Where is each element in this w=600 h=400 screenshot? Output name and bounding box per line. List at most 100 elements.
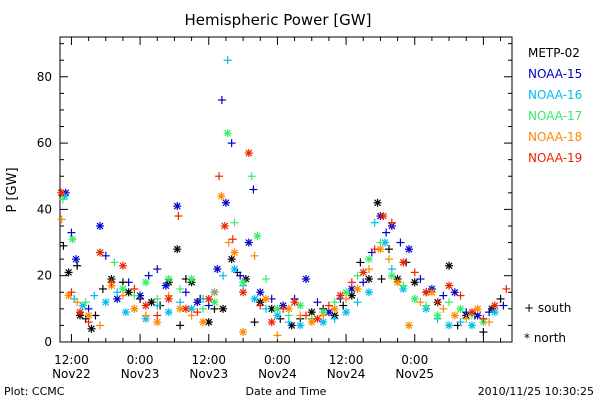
point-noaa-17-north (68, 235, 77, 244)
point-noaa-15-north (450, 288, 459, 297)
marker-stroke (336, 292, 344, 300)
point-noaa-19-north (57, 188, 66, 197)
point-noaa-15-north (72, 255, 81, 264)
y-axis-label: P [GW] (5, 167, 20, 212)
point-noaa-16-north (296, 321, 305, 330)
point-noaa-16-south (223, 56, 232, 65)
marker-stroke (65, 268, 73, 276)
point-noaa-15-south (124, 278, 133, 287)
point-noaa-18-south (250, 251, 259, 260)
marker-stroke (165, 295, 173, 303)
marker-stroke (165, 308, 173, 316)
point-noaa-19-north (379, 212, 388, 221)
point-noaa-18-north (405, 321, 414, 330)
point-noaa-19-north (267, 318, 276, 327)
marker-stroke (376, 245, 384, 253)
point-noaa-19-south (130, 284, 139, 293)
point-noaa-15-north (213, 265, 222, 274)
point-noaa-16-north (164, 308, 173, 317)
point-noaa-19-south (302, 311, 311, 320)
point-metp-02-north (173, 245, 182, 254)
point-metp-02-north (64, 268, 73, 277)
marker-stroke (354, 285, 361, 293)
point-noaa-16-north (101, 298, 110, 307)
marker-stroke (102, 298, 110, 306)
x-tick-label-time: 0:00 (264, 353, 291, 367)
point-noaa-19-south (84, 318, 93, 327)
x-axis-label: Date and Time (246, 385, 327, 398)
marker-stroke (221, 222, 229, 230)
marker-stroke (76, 308, 84, 316)
marker-stroke (379, 212, 387, 220)
point-noaa-17-north (223, 129, 232, 138)
plot-timestamp: 2010/11/25 10:30:25 (478, 385, 594, 398)
point-metp-02-north (219, 304, 228, 313)
point-metp-02-north (124, 288, 133, 297)
point-noaa-19-south (279, 304, 288, 313)
point-metp-02-north (373, 198, 382, 207)
point-noaa-17-north (342, 288, 351, 297)
marker-stroke (273, 312, 281, 319)
marker-stroke (199, 318, 207, 326)
point-noaa-19-south (410, 268, 419, 277)
point-noaa-19-north (467, 308, 476, 317)
point-noaa-15-south (382, 228, 391, 237)
point-metp-02-south (59, 241, 68, 250)
marker-stroke (219, 305, 227, 313)
marker-stroke (288, 321, 296, 329)
point-noaa-17-north (364, 255, 373, 264)
point-noaa-17-north (253, 231, 262, 240)
point-noaa-18-north (330, 304, 339, 313)
point-noaa-19-south (479, 314, 488, 323)
point-noaa-19-north (290, 298, 299, 307)
point-noaa-17-south (176, 284, 185, 293)
point-noaa-19-north (220, 221, 229, 230)
marker-stroke (213, 265, 221, 273)
point-noaa-16-south (219, 271, 228, 280)
point-noaa-19-north (164, 294, 173, 303)
marker-stroke (374, 199, 381, 207)
point-noaa-16-north (342, 308, 351, 317)
point-metp-02-south (496, 294, 505, 303)
marker-stroke (176, 305, 184, 313)
marker-stroke (173, 202, 181, 210)
marker-legend-south: + south (524, 301, 571, 315)
point-noaa-17-north (187, 275, 196, 284)
point-noaa-18-south (118, 291, 127, 300)
marker-stroke (205, 318, 213, 326)
marker-stroke (228, 255, 236, 263)
x-tick-label-time: 0:00 (401, 353, 428, 367)
point-noaa-17-north (164, 275, 173, 284)
marker-stroke (142, 302, 150, 309)
marker-stroke (122, 308, 130, 316)
marker-stroke (113, 295, 121, 303)
point-noaa-19-south (67, 288, 76, 297)
point-noaa-15-south (227, 139, 236, 148)
marker-stroke (125, 288, 133, 296)
point-noaa-18-north (217, 192, 226, 201)
x-axis: 12:00Nov220:00Nov2312:00Nov230:00Nov2412… (52, 37, 502, 381)
marker-stroke (239, 278, 247, 286)
point-metp-02-south (356, 258, 365, 267)
point-noaa-17-south (199, 304, 208, 313)
marker-stroke (72, 255, 80, 263)
point-noaa-17-north (210, 298, 219, 307)
point-noaa-19-north (181, 304, 190, 313)
marker-stroke (348, 292, 356, 300)
marker-stroke (291, 298, 299, 306)
point-noaa-17-south (153, 294, 162, 303)
marker-stroke (65, 292, 73, 300)
point-noaa-18-north (473, 304, 482, 313)
point-noaa-16-north (121, 308, 130, 317)
marker-stroke (79, 302, 87, 309)
marker-stroke (130, 305, 138, 313)
marker-stroke (405, 321, 413, 329)
marker-legend-north: * north (524, 331, 566, 345)
marker-stroke (119, 285, 127, 293)
point-noaa-18-north (393, 278, 402, 287)
marker-stroke (394, 278, 401, 286)
point-metp-02-north (204, 318, 213, 327)
point-noaa-15-south (181, 288, 190, 297)
point-noaa-19-north (422, 288, 431, 297)
